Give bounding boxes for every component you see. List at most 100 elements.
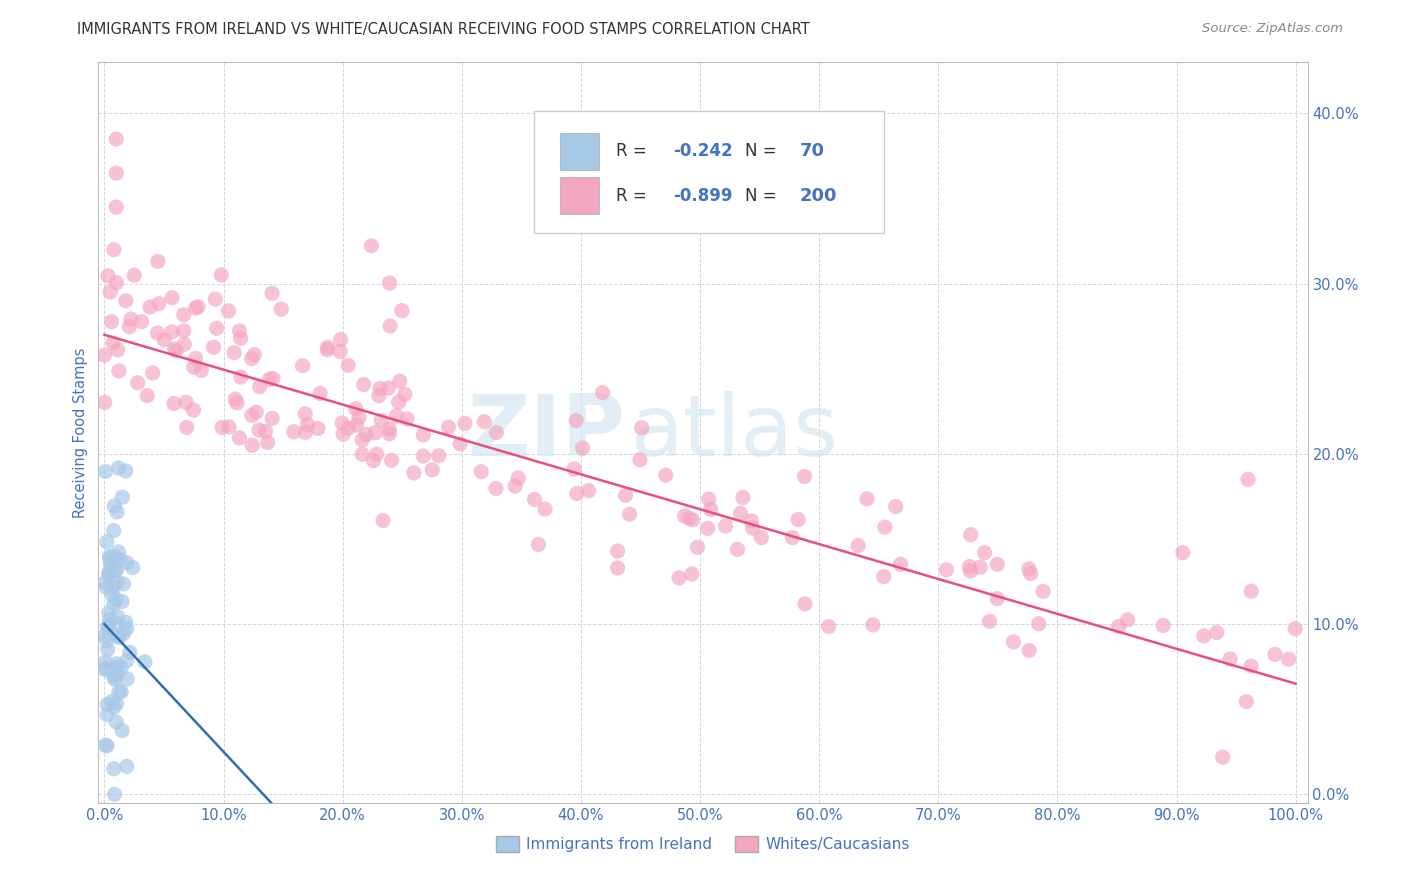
Point	[294, 407, 316, 421]
Point	[111, 594, 134, 608]
Point	[959, 564, 981, 578]
Point	[316, 340, 339, 354]
Text: R =: R =	[616, 143, 652, 161]
Point	[472, 415, 495, 429]
Point	[94, 629, 117, 643]
Point	[111, 723, 134, 738]
Point	[160, 291, 183, 305]
Point	[969, 560, 991, 574]
Point	[103, 597, 125, 611]
Point	[115, 621, 138, 635]
Point	[105, 659, 128, 673]
Point	[367, 389, 389, 403]
Point	[347, 410, 370, 425]
Text: -0.899: -0.899	[672, 186, 733, 204]
Point	[110, 552, 132, 566]
Legend: Immigrants from Ireland, Whites/Caucasians: Immigrants from Ireland, Whites/Caucasia…	[489, 830, 917, 858]
Point	[218, 304, 240, 318]
Point	[105, 616, 128, 631]
Text: atlas: atlas	[630, 391, 838, 475]
Point	[352, 447, 374, 461]
Point	[817, 619, 839, 633]
Point	[592, 385, 614, 400]
Point	[1237, 472, 1260, 486]
Point	[93, 348, 115, 362]
Text: Source: ZipAtlas.com: Source: ZipAtlas.com	[1202, 22, 1343, 36]
Point	[142, 366, 165, 380]
FancyBboxPatch shape	[561, 133, 599, 169]
Point	[449, 437, 471, 451]
Point	[346, 418, 368, 433]
Point	[751, 531, 773, 545]
Point	[120, 312, 142, 326]
Point	[437, 420, 460, 434]
Point	[1278, 652, 1301, 666]
Point	[148, 296, 170, 310]
Point	[100, 315, 122, 329]
Point	[371, 514, 394, 528]
Point	[93, 395, 115, 409]
Point	[378, 422, 401, 436]
Point	[105, 505, 128, 519]
Point	[699, 502, 721, 516]
Point	[101, 588, 124, 602]
Point	[224, 392, 246, 406]
Point	[668, 571, 690, 585]
Point	[97, 567, 120, 582]
Point	[114, 293, 136, 308]
Point	[254, 424, 277, 438]
Text: IMMIGRANTS FROM IRELAND VS WHITE/CAUCASIAN RECEIVING FOOD STAMPS CORRELATION CHA: IMMIGRANTS FROM IRELAND VS WHITE/CAUCASI…	[77, 22, 810, 37]
Point	[134, 655, 156, 669]
Point	[283, 425, 305, 439]
Point	[163, 342, 186, 356]
Point	[1018, 562, 1040, 576]
Point	[890, 558, 912, 572]
Point	[353, 377, 375, 392]
Point	[160, 325, 183, 339]
Point	[107, 609, 129, 624]
Point	[1116, 613, 1139, 627]
Text: ZIP: ZIP	[467, 391, 624, 475]
Point	[173, 308, 195, 322]
Point	[979, 614, 1001, 628]
Point	[103, 700, 125, 714]
Point	[366, 447, 388, 461]
Point	[114, 615, 136, 630]
Point	[1219, 652, 1241, 666]
Point	[121, 560, 143, 574]
Point	[986, 558, 1008, 572]
Point	[94, 663, 117, 677]
Point	[107, 343, 129, 357]
Point	[959, 527, 981, 541]
Point	[363, 453, 385, 467]
Point	[105, 574, 128, 589]
Point	[527, 537, 550, 551]
Point	[103, 762, 125, 776]
Point	[190, 363, 212, 377]
Point	[862, 618, 884, 632]
Point	[103, 579, 125, 593]
Point	[107, 461, 129, 475]
Point	[1212, 750, 1234, 764]
Point	[110, 685, 132, 699]
Point	[103, 524, 125, 538]
Point	[183, 403, 205, 417]
Point	[104, 564, 127, 578]
Point	[105, 166, 128, 180]
Point	[105, 666, 128, 681]
Point	[356, 427, 378, 442]
Point	[105, 657, 128, 671]
Point	[562, 462, 585, 476]
Point	[94, 575, 117, 590]
Point	[118, 319, 141, 334]
Point	[96, 580, 118, 594]
Point	[107, 629, 129, 643]
Point	[741, 521, 763, 535]
Point	[1192, 629, 1215, 643]
Point	[394, 387, 416, 401]
Point	[1152, 618, 1174, 632]
Point	[360, 239, 382, 253]
Point	[787, 512, 810, 526]
Point	[112, 577, 135, 591]
Point	[1018, 643, 1040, 657]
